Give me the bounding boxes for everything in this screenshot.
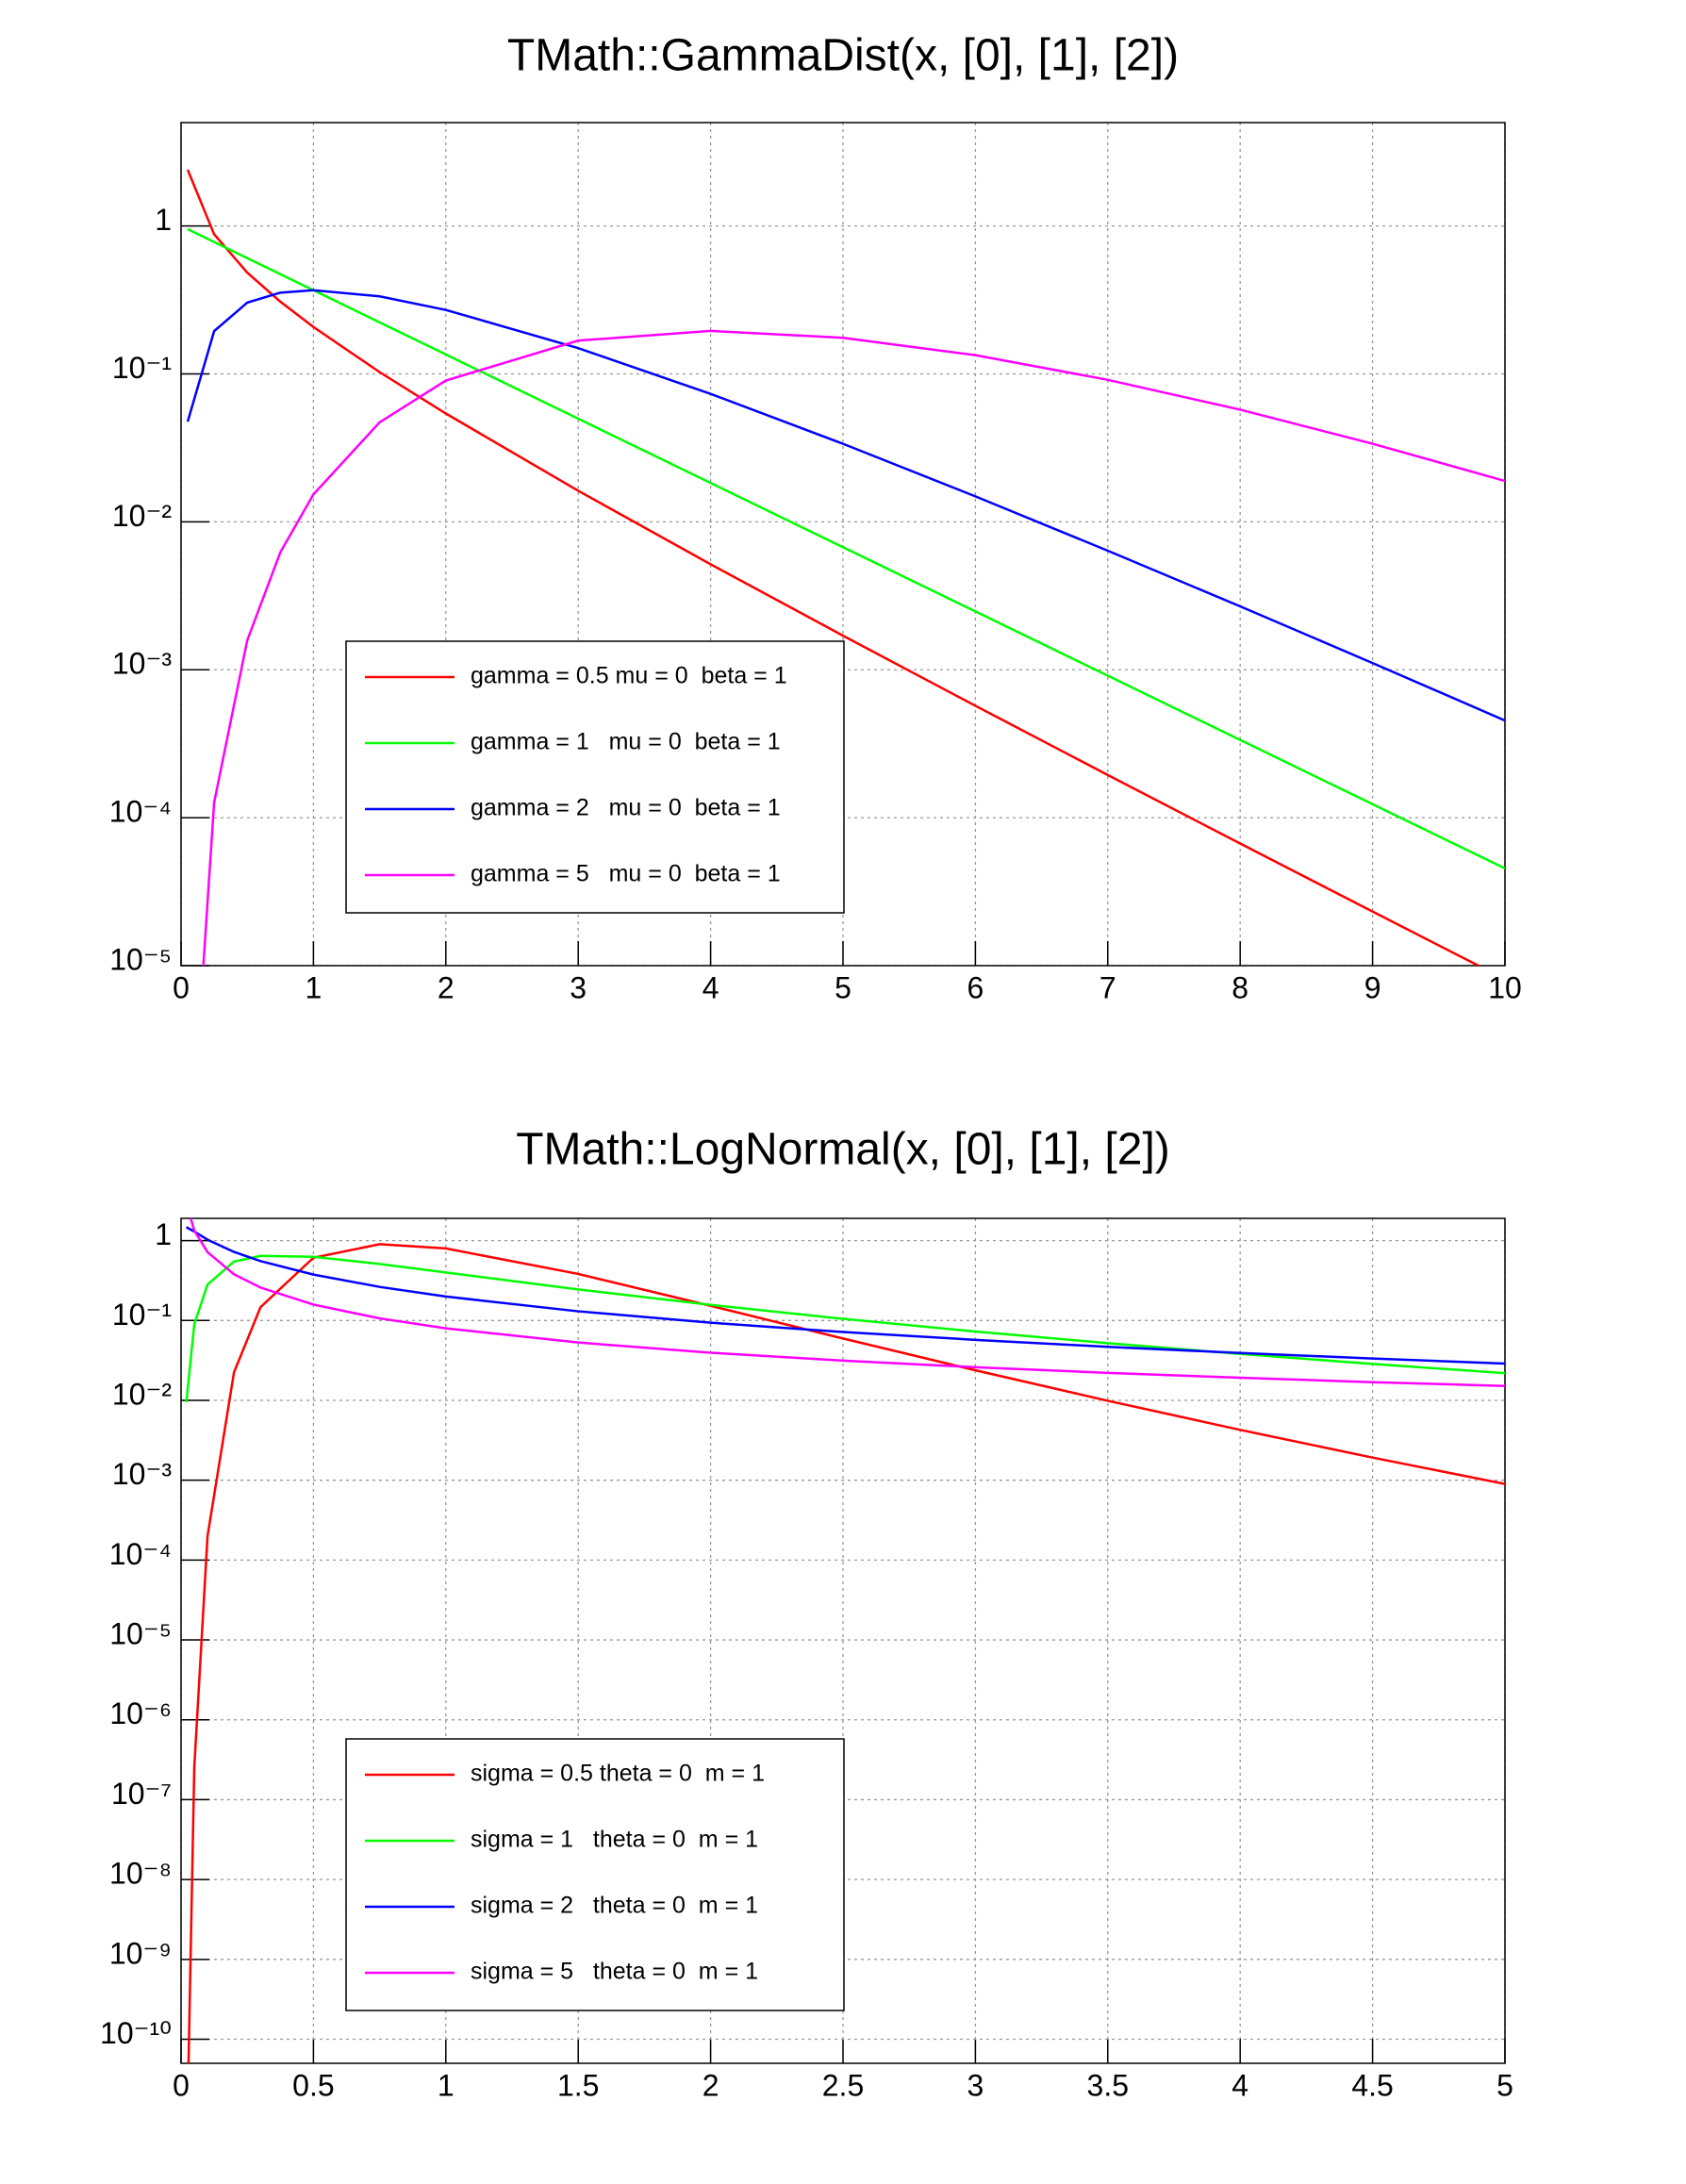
x-tick-label: 2.5	[822, 2068, 864, 2102]
x-tick-label: 2	[438, 970, 455, 1004]
x-tick-label: 3	[967, 2068, 984, 2102]
legend-label: sigma = 2 theta = 0 m = 1	[471, 1893, 758, 1919]
series-line	[189, 1218, 1505, 1387]
legend-label: gamma = 2 mu = 0 beta = 1	[471, 795, 781, 821]
y-tick-label: 10⁻⁴	[109, 795, 172, 829]
y-tick-label: 10⁻⁵	[109, 1617, 172, 1651]
series-line	[186, 1226, 1505, 1365]
x-tick-label: 5	[1496, 2068, 1513, 2102]
series-line	[187, 1243, 1505, 2063]
x-tick-label: 1	[438, 2068, 455, 2102]
x-tick-label: 5	[835, 970, 851, 1004]
y-tick-label: 10⁻⁶	[109, 1696, 172, 1730]
y-tick-label: 1	[155, 1217, 172, 1251]
x-tick-label: 3.5	[1087, 2068, 1129, 2102]
x-tick-label: 0.5	[292, 2068, 334, 2102]
y-tick-label: 10⁻³	[112, 647, 172, 681]
y-tick-label: 10⁻⁵	[109, 942, 172, 976]
x-tick-label: 0	[173, 2068, 190, 2102]
x-tick-label: 7	[1099, 970, 1116, 1004]
x-tick-label: 3	[570, 970, 587, 1004]
y-tick-label: 10⁻⁸	[109, 1857, 172, 1891]
y-tick-label: 10⁻⁴	[109, 1537, 172, 1571]
legend-box	[345, 1738, 845, 2011]
legend-label: gamma = 5 mu = 0 beta = 1	[471, 861, 781, 887]
plot-frame	[180, 1217, 1506, 2064]
y-tick-label: 10⁻¹	[112, 1298, 172, 1332]
y-tick-label: 10⁻²	[112, 499, 172, 533]
x-tick-label: 0	[173, 970, 190, 1004]
series-line	[202, 329, 1505, 966]
series-line	[186, 169, 1481, 966]
series-line	[186, 289, 1505, 722]
y-tick-label: 10⁻⁷	[111, 1777, 172, 1811]
chart-title: TMath::GammaDist(x, [0], [1], [2])	[507, 31, 1179, 81]
y-tick-label: 10⁻¹⁰	[100, 2016, 172, 2050]
legend-box	[345, 640, 845, 914]
x-tick-label: 2	[702, 2068, 719, 2102]
x-tick-label: 1.5	[557, 2068, 599, 2102]
series-line	[185, 1254, 1505, 1402]
series-line	[187, 227, 1505, 870]
legend-label: sigma = 5 theta = 0 m = 1	[471, 1959, 758, 1985]
y-tick-label: 10⁻³	[112, 1457, 172, 1491]
legend-label: gamma = 0.5 mu = 0 beta = 1	[471, 663, 787, 689]
legend-label: sigma = 0.5 theta = 0 m = 1	[471, 1761, 765, 1787]
x-tick-label: 4.5	[1351, 2068, 1393, 2102]
x-tick-label: 10	[1488, 970, 1522, 1004]
x-tick-label: 9	[1364, 970, 1381, 1004]
y-tick-label: 1	[155, 203, 172, 237]
y-tick-label: 10⁻⁹	[109, 1936, 172, 1970]
x-tick-label: 8	[1231, 970, 1248, 1004]
plot-frame	[180, 122, 1506, 967]
chart-title: TMath::LogNormal(x, [0], [1], [2])	[516, 1125, 1170, 1175]
x-tick-label: 1	[306, 970, 322, 1004]
y-tick-label: 10⁻²	[112, 1377, 172, 1411]
x-tick-label: 4	[702, 970, 719, 1004]
legend-label: gamma = 1 mu = 0 beta = 1	[471, 729, 781, 755]
y-tick-label: 10⁻¹	[112, 351, 172, 385]
x-tick-label: 6	[967, 970, 984, 1004]
x-tick-label: 4	[1231, 2068, 1248, 2102]
legend-label: sigma = 1 theta = 0 m = 1	[471, 1827, 758, 1853]
